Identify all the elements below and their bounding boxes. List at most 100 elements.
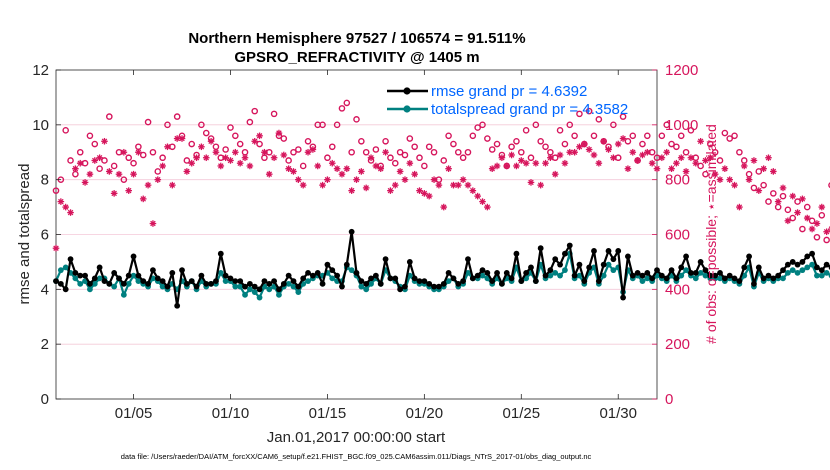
assimilated-point bbox=[406, 159, 414, 167]
totalspread-point bbox=[348, 267, 355, 274]
rmse-point bbox=[387, 275, 394, 282]
rmse-point bbox=[372, 272, 379, 279]
rmse-point bbox=[217, 250, 224, 257]
rmse-point bbox=[595, 278, 602, 285]
assimilated-point bbox=[624, 165, 632, 172]
assimilated-point bbox=[144, 181, 152, 189]
totalspread-point bbox=[125, 280, 132, 287]
possible-point bbox=[828, 182, 830, 189]
possible-point bbox=[697, 162, 704, 170]
totalspread-point bbox=[605, 261, 612, 268]
rmse-point bbox=[765, 272, 772, 279]
rmse-point bbox=[305, 269, 311, 276]
assimilated-point bbox=[605, 146, 612, 153]
rmse-point bbox=[198, 272, 205, 279]
assimilated-point bbox=[561, 159, 569, 167]
assimilated-point bbox=[440, 203, 448, 211]
possible-point bbox=[445, 132, 452, 140]
assimilated-point bbox=[72, 165, 79, 172]
rmse-point bbox=[532, 278, 539, 285]
possible-point bbox=[450, 140, 457, 148]
rmse-point bbox=[668, 267, 675, 274]
totalspread-point bbox=[246, 286, 253, 293]
totalspread-point bbox=[717, 275, 723, 282]
assimilated-point bbox=[673, 159, 680, 167]
rmse-point bbox=[256, 286, 263, 293]
rmse-point bbox=[455, 280, 462, 287]
assimilated-point bbox=[178, 135, 186, 142]
assimilated-point bbox=[474, 192, 481, 200]
rmse-point bbox=[169, 269, 176, 276]
assimilated-point bbox=[537, 181, 544, 189]
rmse-point bbox=[203, 280, 210, 287]
legend-label-totalspread: totalspread grand pr = 4.3582 bbox=[431, 101, 628, 118]
assimilated-point bbox=[57, 198, 65, 205]
assimilated-point bbox=[217, 162, 225, 170]
possible-point bbox=[91, 140, 99, 148]
assimilated-point bbox=[333, 165, 341, 172]
possible-point bbox=[222, 146, 229, 153]
totalspread-point bbox=[809, 261, 815, 268]
totalspread-point bbox=[77, 280, 84, 287]
rmse-point bbox=[581, 278, 588, 285]
assimilated-point bbox=[81, 179, 89, 186]
y-tick-label: 12 bbox=[32, 62, 49, 79]
possible-point bbox=[702, 170, 709, 178]
rmse-point bbox=[465, 256, 471, 263]
rmse-point bbox=[809, 250, 815, 257]
assimilated-point bbox=[251, 137, 259, 145]
possible-point bbox=[430, 148, 438, 156]
rmse-point bbox=[295, 283, 302, 290]
possible-point bbox=[358, 137, 365, 145]
rmse-point bbox=[760, 275, 767, 282]
possible-point bbox=[629, 132, 637, 140]
rmse-point bbox=[368, 275, 374, 282]
assimilated-point bbox=[416, 187, 423, 194]
assimilated-point bbox=[774, 198, 782, 205]
totalspread-point bbox=[358, 283, 365, 290]
assimilated-point bbox=[556, 151, 564, 159]
possible-point bbox=[784, 206, 792, 214]
rmse-point bbox=[411, 275, 418, 282]
assimilated-point bbox=[52, 244, 60, 252]
possible-point bbox=[464, 148, 472, 156]
possible-point bbox=[595, 116, 603, 123]
totalspread-point bbox=[678, 272, 685, 279]
assimilated-point bbox=[246, 162, 254, 170]
rmse-point bbox=[562, 250, 568, 257]
assimilated-point bbox=[241, 154, 249, 162]
rmse-point bbox=[818, 267, 825, 274]
possible-point bbox=[236, 140, 244, 148]
assimilated-point bbox=[314, 162, 322, 170]
possible-point bbox=[261, 154, 268, 162]
rmse-point bbox=[431, 283, 437, 290]
possible-point bbox=[290, 148, 297, 156]
possible-point bbox=[639, 140, 646, 148]
rmse-point bbox=[402, 283, 408, 290]
rmse-point bbox=[479, 267, 486, 274]
assimilated-point bbox=[803, 214, 811, 222]
assimilated-point bbox=[222, 154, 229, 162]
possible-point bbox=[416, 154, 423, 162]
rmse-point bbox=[731, 275, 738, 282]
assimilated-point bbox=[493, 162, 501, 170]
rmse-point bbox=[697, 259, 704, 265]
assimilated-point bbox=[697, 137, 704, 145]
rmse-point bbox=[290, 278, 297, 285]
assimilated-point bbox=[595, 159, 603, 167]
assimilated-point bbox=[808, 225, 816, 233]
rmse-point bbox=[174, 302, 181, 309]
rmse-point bbox=[784, 261, 791, 268]
possible-point bbox=[479, 121, 486, 129]
assimilated-point bbox=[149, 220, 157, 227]
assimilated-point bbox=[270, 154, 278, 162]
assimilated-point bbox=[212, 148, 220, 156]
possible-point bbox=[67, 157, 74, 164]
rmse-point bbox=[717, 269, 723, 276]
rmse-point bbox=[397, 286, 404, 293]
assimilated-point bbox=[110, 190, 118, 197]
possible-point bbox=[232, 132, 239, 140]
totalspread-point bbox=[62, 264, 69, 271]
assimilated-point bbox=[779, 184, 787, 192]
assimilated-point bbox=[367, 154, 375, 162]
